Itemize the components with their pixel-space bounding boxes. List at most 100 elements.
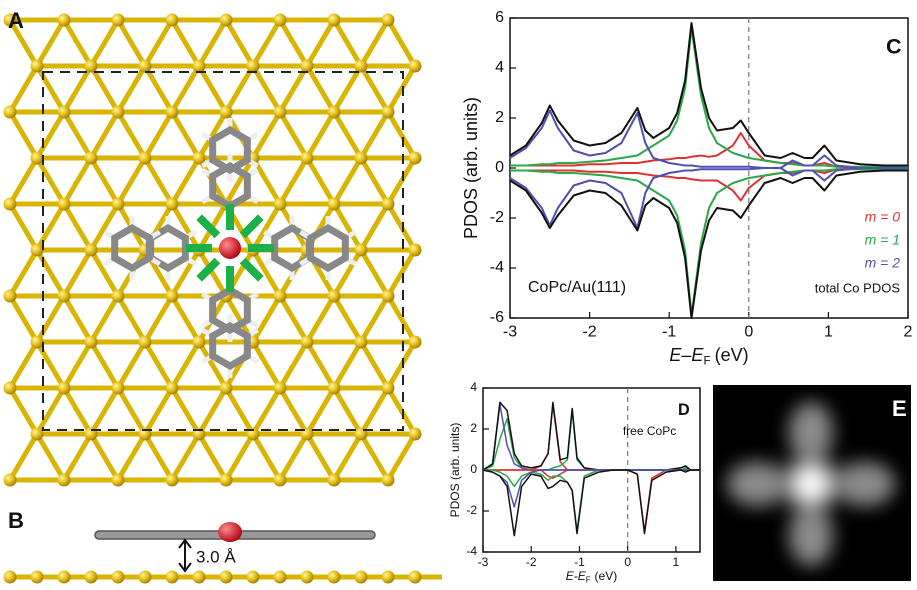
gold-atom [246, 570, 260, 584]
gold-atom [273, 13, 287, 27]
gold-bond [169, 64, 202, 114]
stm-image: E [713, 385, 911, 581]
gold-bond [169, 432, 202, 482]
gold-bond [61, 294, 94, 344]
gold-bond [277, 64, 310, 114]
unit-cell [42, 71, 404, 431]
gold-bond [385, 18, 418, 68]
gold-atom [192, 151, 206, 165]
legend-entry: m = 1 [865, 232, 900, 248]
x-label-main: E–E [669, 345, 704, 365]
x-label-subscript: F [703, 354, 710, 367]
legend-entry: m = 2 [865, 255, 901, 271]
gold-atom [354, 243, 368, 257]
gold-bond [61, 18, 94, 68]
gold-atom [84, 151, 98, 165]
gold-bond [250, 294, 283, 344]
gold-bond [169, 202, 202, 252]
gold-bond [169, 248, 202, 298]
gold-bond [115, 110, 148, 160]
panel-label: D [678, 401, 690, 419]
gold-atom [192, 59, 206, 73]
gold-atom [30, 427, 44, 441]
gold-atom [354, 59, 368, 73]
gold-atom [381, 197, 395, 211]
gold-atom [381, 473, 395, 487]
x-tick-label: -2 [582, 324, 596, 341]
gold-bond [61, 386, 94, 436]
gold-bond [250, 202, 283, 252]
annotation: free CoPc [623, 424, 676, 438]
chart: -3 -2 -1 0 1 2 -6 -4 -2 0 2 4 6 PDOS (arb. units) E–EF… [461, 9, 913, 367]
gold-bond [196, 432, 229, 482]
gold-atom [408, 335, 422, 349]
gold-bond [196, 248, 229, 298]
gold-atom [246, 59, 260, 73]
gold-bond [331, 432, 364, 482]
gold-bond [250, 110, 283, 160]
gold-bond [7, 340, 40, 390]
gold-atom [57, 289, 71, 303]
gold-bond [223, 18, 256, 68]
gold-bond [115, 156, 148, 206]
gold-bond [358, 64, 391, 114]
y-tick-label: -6 [490, 309, 504, 326]
gold-bond [88, 294, 121, 344]
gold-bond [61, 156, 94, 206]
gold-bond [304, 64, 337, 114]
gold-bond [34, 202, 67, 252]
gold-bond [196, 110, 229, 160]
gold-bond [61, 248, 94, 298]
gold-bond [250, 18, 283, 68]
legend-entry: total Co PDOS [815, 280, 901, 295]
gold-atom [381, 105, 395, 119]
gold-bond [358, 432, 391, 482]
gold-bond [385, 248, 418, 298]
gold-bond [88, 110, 121, 160]
gold-bond [358, 202, 391, 252]
gold-bond [223, 386, 256, 436]
gold-bond [250, 340, 283, 390]
gold-atom [327, 105, 341, 119]
gold-atom [3, 13, 17, 27]
x-tick-label: -1 [662, 324, 676, 341]
gold-bond [358, 156, 391, 206]
gold-bond [34, 294, 67, 344]
gold-atom [30, 243, 44, 257]
gold-bond [88, 432, 121, 482]
gold-atom [408, 151, 422, 165]
y-tick-label: 0 [495, 159, 504, 176]
pdos-line [482, 469, 700, 508]
gold-bond [7, 110, 40, 160]
gold-bond [331, 110, 364, 160]
gold-bond [7, 432, 40, 482]
gold-atom [3, 197, 17, 211]
y-tick-label: -4 [466, 544, 477, 558]
x-label-unit: (eV) [595, 569, 618, 583]
y-tick-label: 4 [470, 380, 477, 394]
gold-atom [84, 59, 98, 73]
gold-atom [273, 473, 287, 487]
gold-atom [219, 13, 233, 27]
nitrogen-bond [196, 214, 221, 239]
pdos-line [482, 469, 700, 537]
gold-bond [304, 18, 337, 68]
gold-atom [57, 105, 71, 119]
gold-bond [88, 64, 121, 114]
gold-atom [381, 570, 395, 584]
gold-bond [88, 340, 121, 390]
gold-atom [327, 473, 341, 487]
gold-atom [111, 105, 125, 119]
y-tick-label: 6 [495, 9, 504, 26]
gold-bond [88, 18, 121, 68]
gold-atom [138, 570, 152, 584]
panel-label: C [886, 34, 902, 59]
gold-bond [142, 18, 175, 68]
gold-atom [84, 335, 98, 349]
gold-bond [115, 294, 148, 344]
gold-atom [327, 197, 341, 211]
carbon-ring [209, 321, 251, 371]
carbon-ring [111, 223, 153, 273]
cobalt-atom [219, 237, 241, 259]
gold-atom [192, 570, 206, 584]
